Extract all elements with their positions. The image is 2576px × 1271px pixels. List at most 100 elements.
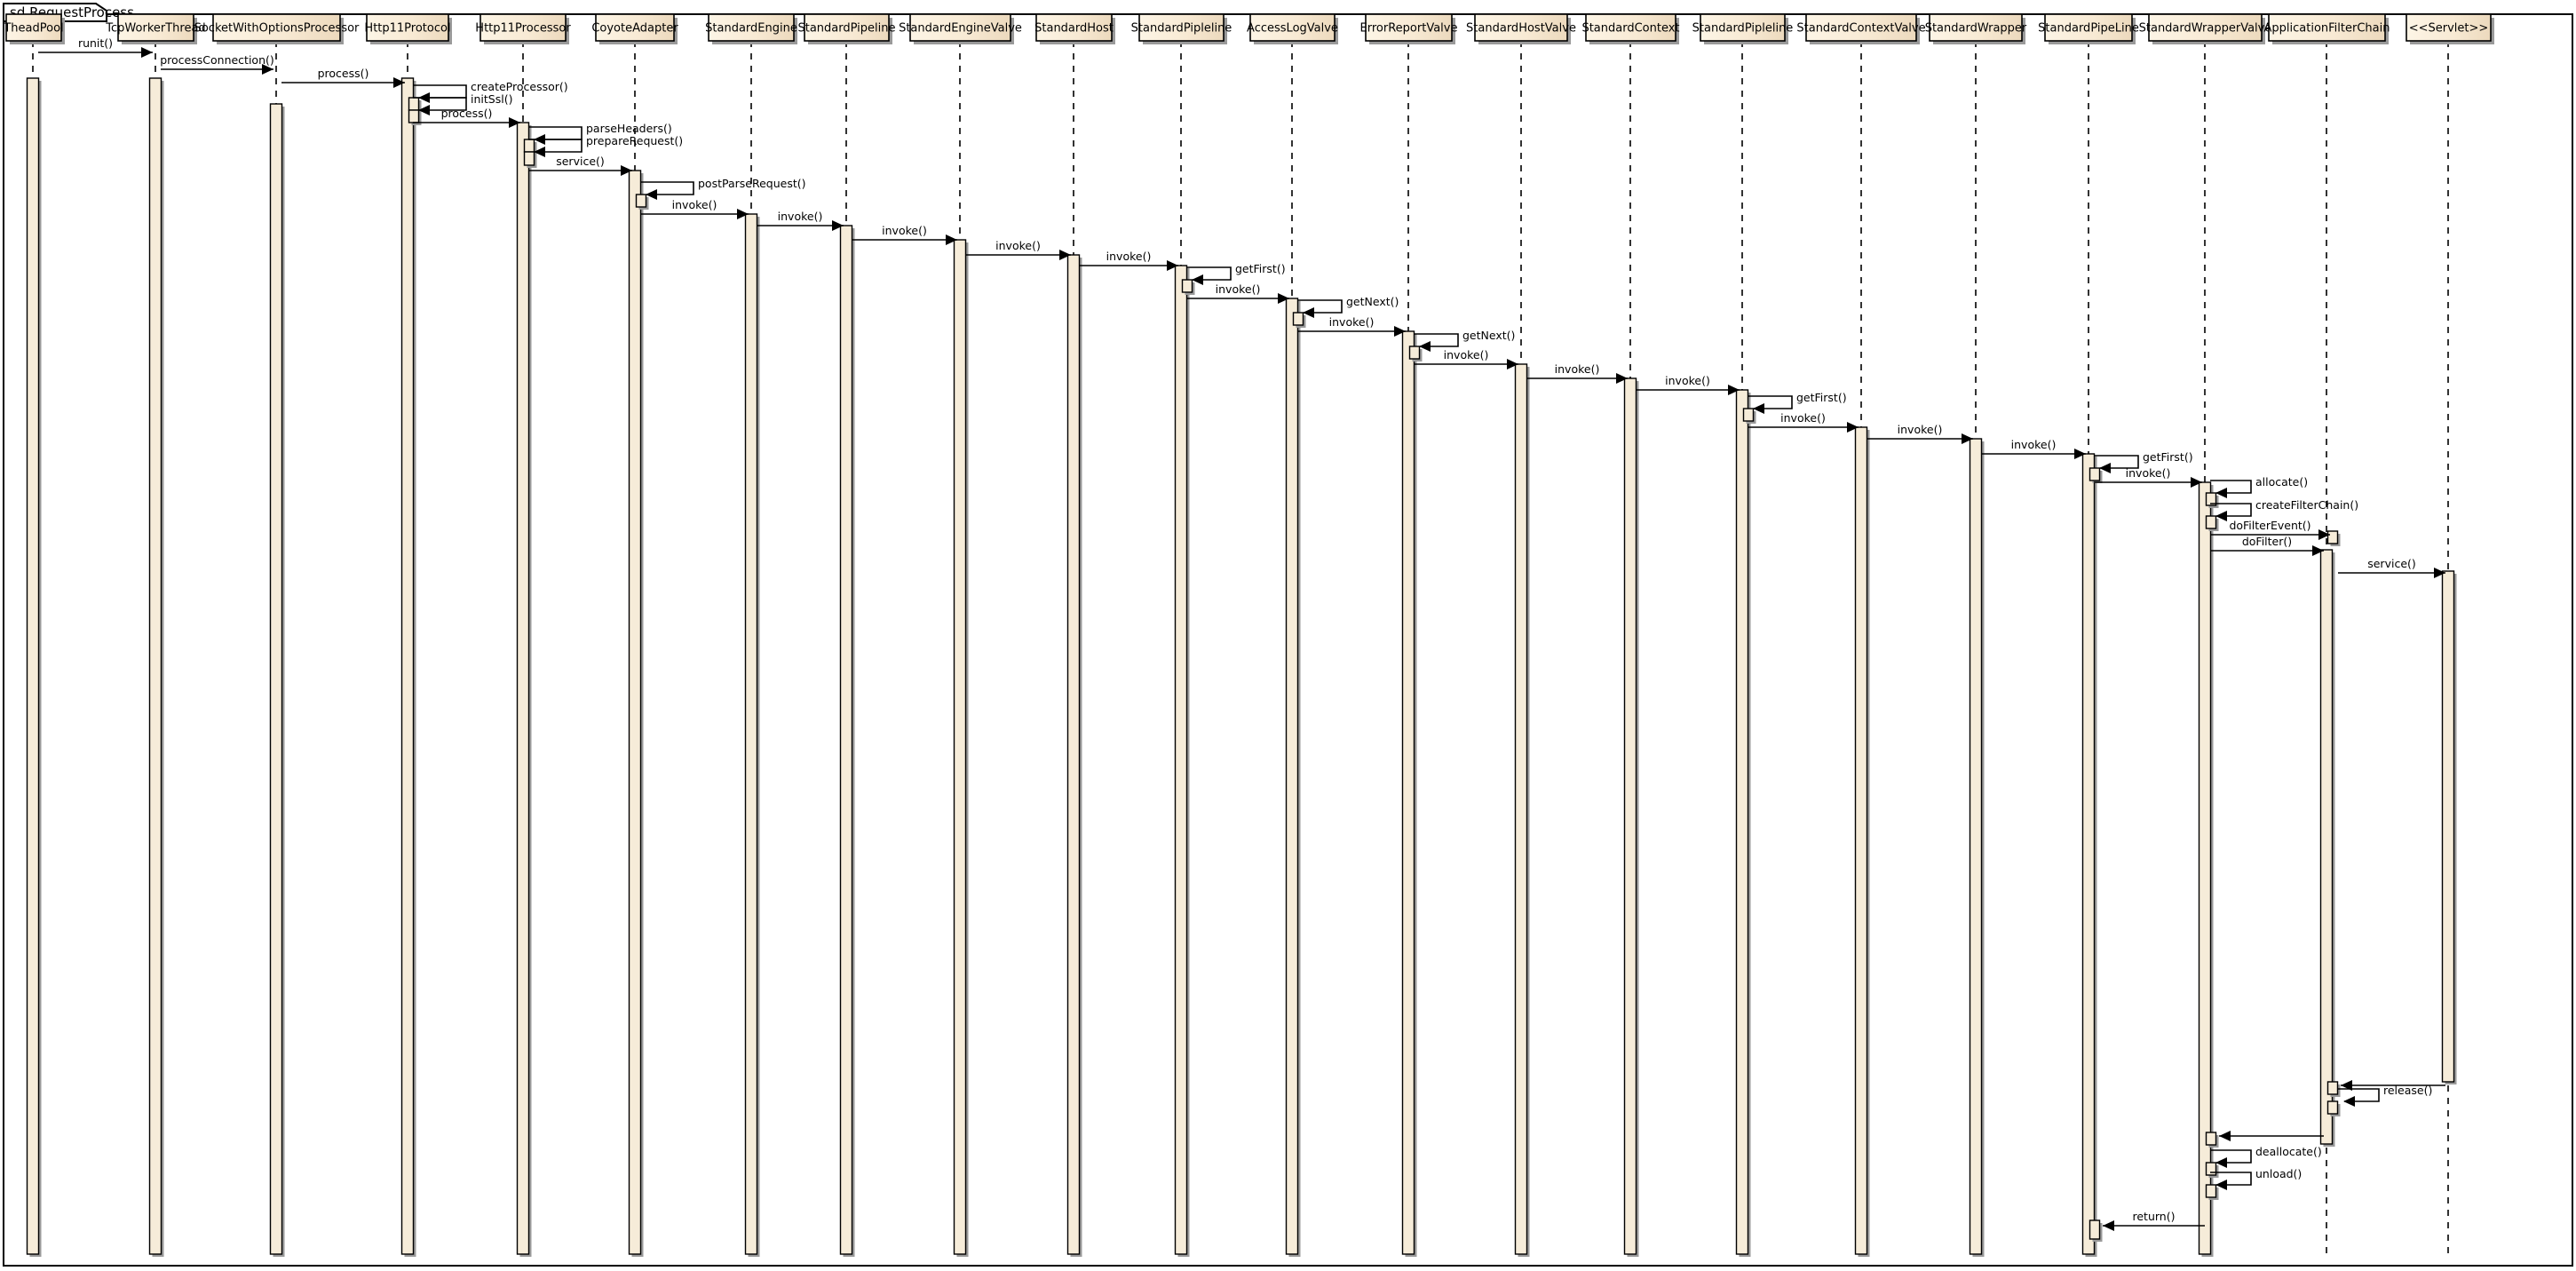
message-getFirst1: getFirst()	[1186, 262, 1286, 285]
lifeline-header-http11processor[interactable]: Http11Processor	[475, 13, 571, 44]
lifeline-label: StandardPipleline	[1131, 22, 1233, 36]
message-label: deallocate()	[2255, 1145, 2322, 1158]
message-deallocate: deallocate()	[2210, 1145, 2322, 1168]
arrowhead	[1278, 293, 1289, 304]
message-label: release()	[2383, 1084, 2432, 1097]
lifeline-box[interactable]	[2406, 13, 2492, 42]
activation-bar-standardenginevalve	[953, 239, 967, 1255]
lifeline-box[interactable]	[2044, 13, 2133, 42]
arrowhead	[2341, 1080, 2352, 1091]
messages-layer: runit() processConnection() process() creat…	[38, 36, 2445, 1231]
activation-bar-standardwrappervalve-n3	[2205, 1132, 2217, 1146]
activation-bar-standardpipleline1-n1	[1181, 279, 1193, 293]
lifeline-label: ErrorReportValve	[1360, 22, 1458, 36]
message-initSsl: initSsl()	[413, 92, 512, 115]
lifeline-header-standardhost[interactable]: StandardHost	[1034, 13, 1115, 44]
lifeline-header-socketwithoptions[interactable]: SocketWithOptionsProcessor	[194, 13, 360, 44]
lifeline-header-servlet[interactable]: <<Servlet>>	[2406, 13, 2494, 44]
activation-bar-tcpworkerthread	[148, 77, 162, 1255]
lifeline-box[interactable]	[1700, 13, 1786, 42]
activation-bar-socketwithoptions	[269, 103, 283, 1255]
activation-bar-http11processor-n2	[523, 151, 535, 166]
lifeline-header-coyoteadapter[interactable]: CoyoteAdapter	[591, 13, 678, 44]
message-label: invoke()	[672, 198, 717, 211]
activation-bar-applicationfilterchain-n1	[2326, 1081, 2339, 1095]
lifeline-box[interactable]	[117, 13, 194, 42]
message-service2: service()	[2338, 557, 2445, 578]
message-label: invoke()	[995, 239, 1041, 252]
message-processConnection: processConnection()	[160, 53, 274, 75]
arrowhead	[2215, 488, 2227, 498]
lifeline-header-applicationfilterchain[interactable]: ApplicationFilterChain	[2264, 13, 2390, 44]
message-label: unload()	[2255, 1167, 2302, 1180]
lifeline-box[interactable]	[1249, 13, 1336, 42]
lifeline-header-standardpipeline2[interactable]: StandardPipeLine	[2038, 13, 2139, 44]
arrowhead	[2215, 1180, 2227, 1190]
message-line	[2210, 480, 2252, 494]
lifeline-header-standardcontext[interactable]: StandardContext	[1581, 13, 1680, 44]
message-invoke1: invoke()	[640, 198, 749, 219]
message-invoke13: invoke()	[1981, 438, 2086, 459]
activation-bar-standardhostvalve	[1514, 363, 1528, 1255]
message-process2: process()	[413, 107, 520, 128]
lifeline-header-standardcontextvalve[interactable]: StandardContextValve	[1796, 13, 1926, 44]
lifeline-box[interactable]	[1585, 13, 1676, 42]
message-label: service()	[2367, 557, 2416, 570]
lifeline-header-threadpool[interactable]: TheadPool	[3, 13, 65, 44]
lifeline-box[interactable]	[909, 13, 1011, 42]
message-label: invoke()	[1216, 282, 1261, 296]
activation-bar-standardpipeline2	[2081, 453, 2096, 1255]
lifeline-box[interactable]	[212, 13, 341, 42]
arrowhead	[946, 234, 957, 245]
lifeline-header-standardpipleline1[interactable]: StandardPipleline	[1131, 13, 1233, 44]
activation-bar-threadpool	[26, 77, 40, 1255]
lifeline-box[interactable]	[1929, 13, 2023, 42]
lifeline-header-standardwrappervalve[interactable]: StandardWrapperValve	[2139, 13, 2272, 44]
lifeline-box[interactable]	[1035, 13, 1113, 42]
lifeline-box[interactable]	[1474, 13, 1568, 42]
lifeline-header-standardwrapper[interactable]: StandardWrapper	[1925, 13, 2027, 44]
message-invoke6: invoke()	[1186, 282, 1289, 304]
message-line	[1186, 266, 1232, 281]
lifeline-header-accesslogvalve[interactable]: AccessLogValve	[1247, 13, 1338, 44]
lifeline-box[interactable]	[595, 13, 675, 42]
message-getFirst3: getFirst()	[2094, 450, 2193, 473]
lifeline-box[interactable]	[1805, 13, 1917, 42]
lifeline-header-standardengine[interactable]: StandardEngine	[705, 13, 797, 44]
arrowhead	[418, 105, 430, 115]
message-return: return()	[2103, 1210, 2205, 1231]
lifeline-headers-layer: TheadPool TcpWorkerThreadSocketWithOption…	[3, 13, 2494, 44]
activation-bar-standardcontextvalve	[1854, 426, 1868, 1255]
lifeline-header-standardenginevalve[interactable]: StandardEngineValve	[899, 13, 1022, 44]
message-label: getFirst()	[1796, 391, 1847, 404]
message-process1: process()	[281, 67, 405, 88]
message-line	[2094, 455, 2139, 469]
message-line	[413, 84, 467, 99]
lifeline-box[interactable]	[708, 13, 795, 42]
arrowhead	[141, 47, 153, 58]
message-line	[413, 97, 467, 111]
lifeline-box[interactable]	[804, 13, 890, 42]
lifeline-header-tcpworkerthread[interactable]: TcpWorkerThread	[105, 13, 206, 44]
message-invoke2: invoke()	[757, 210, 844, 231]
message-label: createFilterChain()	[2255, 498, 2358, 512]
arrowhead	[2312, 545, 2324, 556]
lifeline-box[interactable]	[1365, 13, 1453, 42]
message-invoke11: invoke()	[1748, 411, 1859, 433]
message-createFilterChain: createFilterChain()	[2210, 498, 2358, 521]
message-line	[1414, 333, 1459, 347]
lifeline-header-standardpipleline2[interactable]: StandardPipleline	[1692, 13, 1794, 44]
lifeline-header-standardpipeline1[interactable]: StandardPipeline	[797, 13, 896, 44]
lifeline-header-errorreportvalve[interactable]: ErrorReportValve	[1360, 13, 1458, 44]
lifeline-box[interactable]	[480, 13, 567, 42]
lifeline-header-standardhostvalve[interactable]: StandardHostValve	[1466, 13, 1576, 44]
message-label: allocate()	[2255, 475, 2308, 489]
lifeline-box[interactable]	[2148, 13, 2263, 42]
message-label: invoke()	[1329, 315, 1375, 329]
lifeline-box[interactable]	[1138, 13, 1225, 42]
lifeline-box[interactable]	[366, 13, 449, 42]
lifeline-box[interactable]	[2268, 13, 2386, 42]
lifeline-box[interactable]	[5, 13, 62, 42]
lifeline-header-http11protocol[interactable]: Http11Protocol	[364, 13, 452, 44]
